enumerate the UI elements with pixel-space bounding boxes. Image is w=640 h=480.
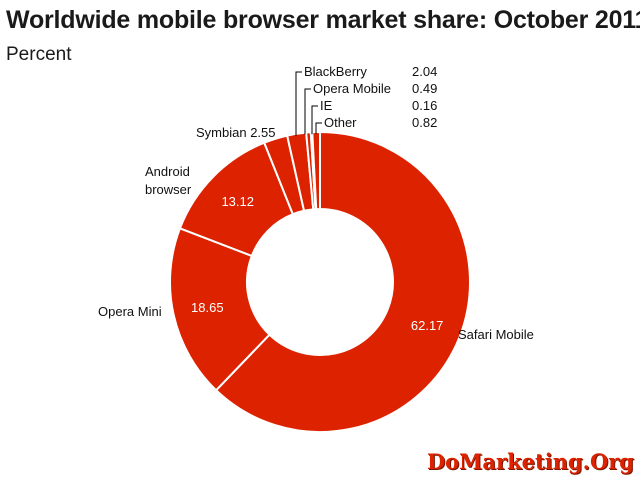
slice-label: Other <box>324 115 357 130</box>
slice-label: Opera Mini <box>98 304 162 319</box>
slice-value-label: 2.04 <box>412 64 437 79</box>
leader-line <box>295 71 302 136</box>
watermark-logo: DoMarketing.Org <box>426 449 634 474</box>
slice-value-label: 0.49 <box>412 81 437 96</box>
slice-opera-mini <box>169 227 271 392</box>
slice-label: IE <box>320 98 333 113</box>
leader-line <box>315 122 322 135</box>
leader-line <box>304 88 311 135</box>
leader-line <box>311 105 318 135</box>
slice-value-label: 0.16 <box>412 98 437 113</box>
slice-other <box>311 131 321 211</box>
slice-label: Android <box>145 164 190 179</box>
chart-subtitle: Percent <box>6 44 72 65</box>
slice-label: Opera Mobile <box>313 81 391 96</box>
slice-label: browser <box>145 182 192 197</box>
slice-label: BlackBerry <box>304 64 367 79</box>
slice-safari-mobile <box>215 131 471 433</box>
slice-value-label: 62.17 <box>411 318 444 333</box>
chart-title: Worldwide mobile browser market share: O… <box>6 6 640 34</box>
slice-value-label: 0.82 <box>412 115 437 130</box>
slice-value-label: 13.12 <box>221 194 254 209</box>
slice-label: Safari Mobile <box>458 327 534 342</box>
slice-value-label: 18.65 <box>191 300 224 315</box>
slice-label: Symbian 2.55 <box>196 125 276 140</box>
